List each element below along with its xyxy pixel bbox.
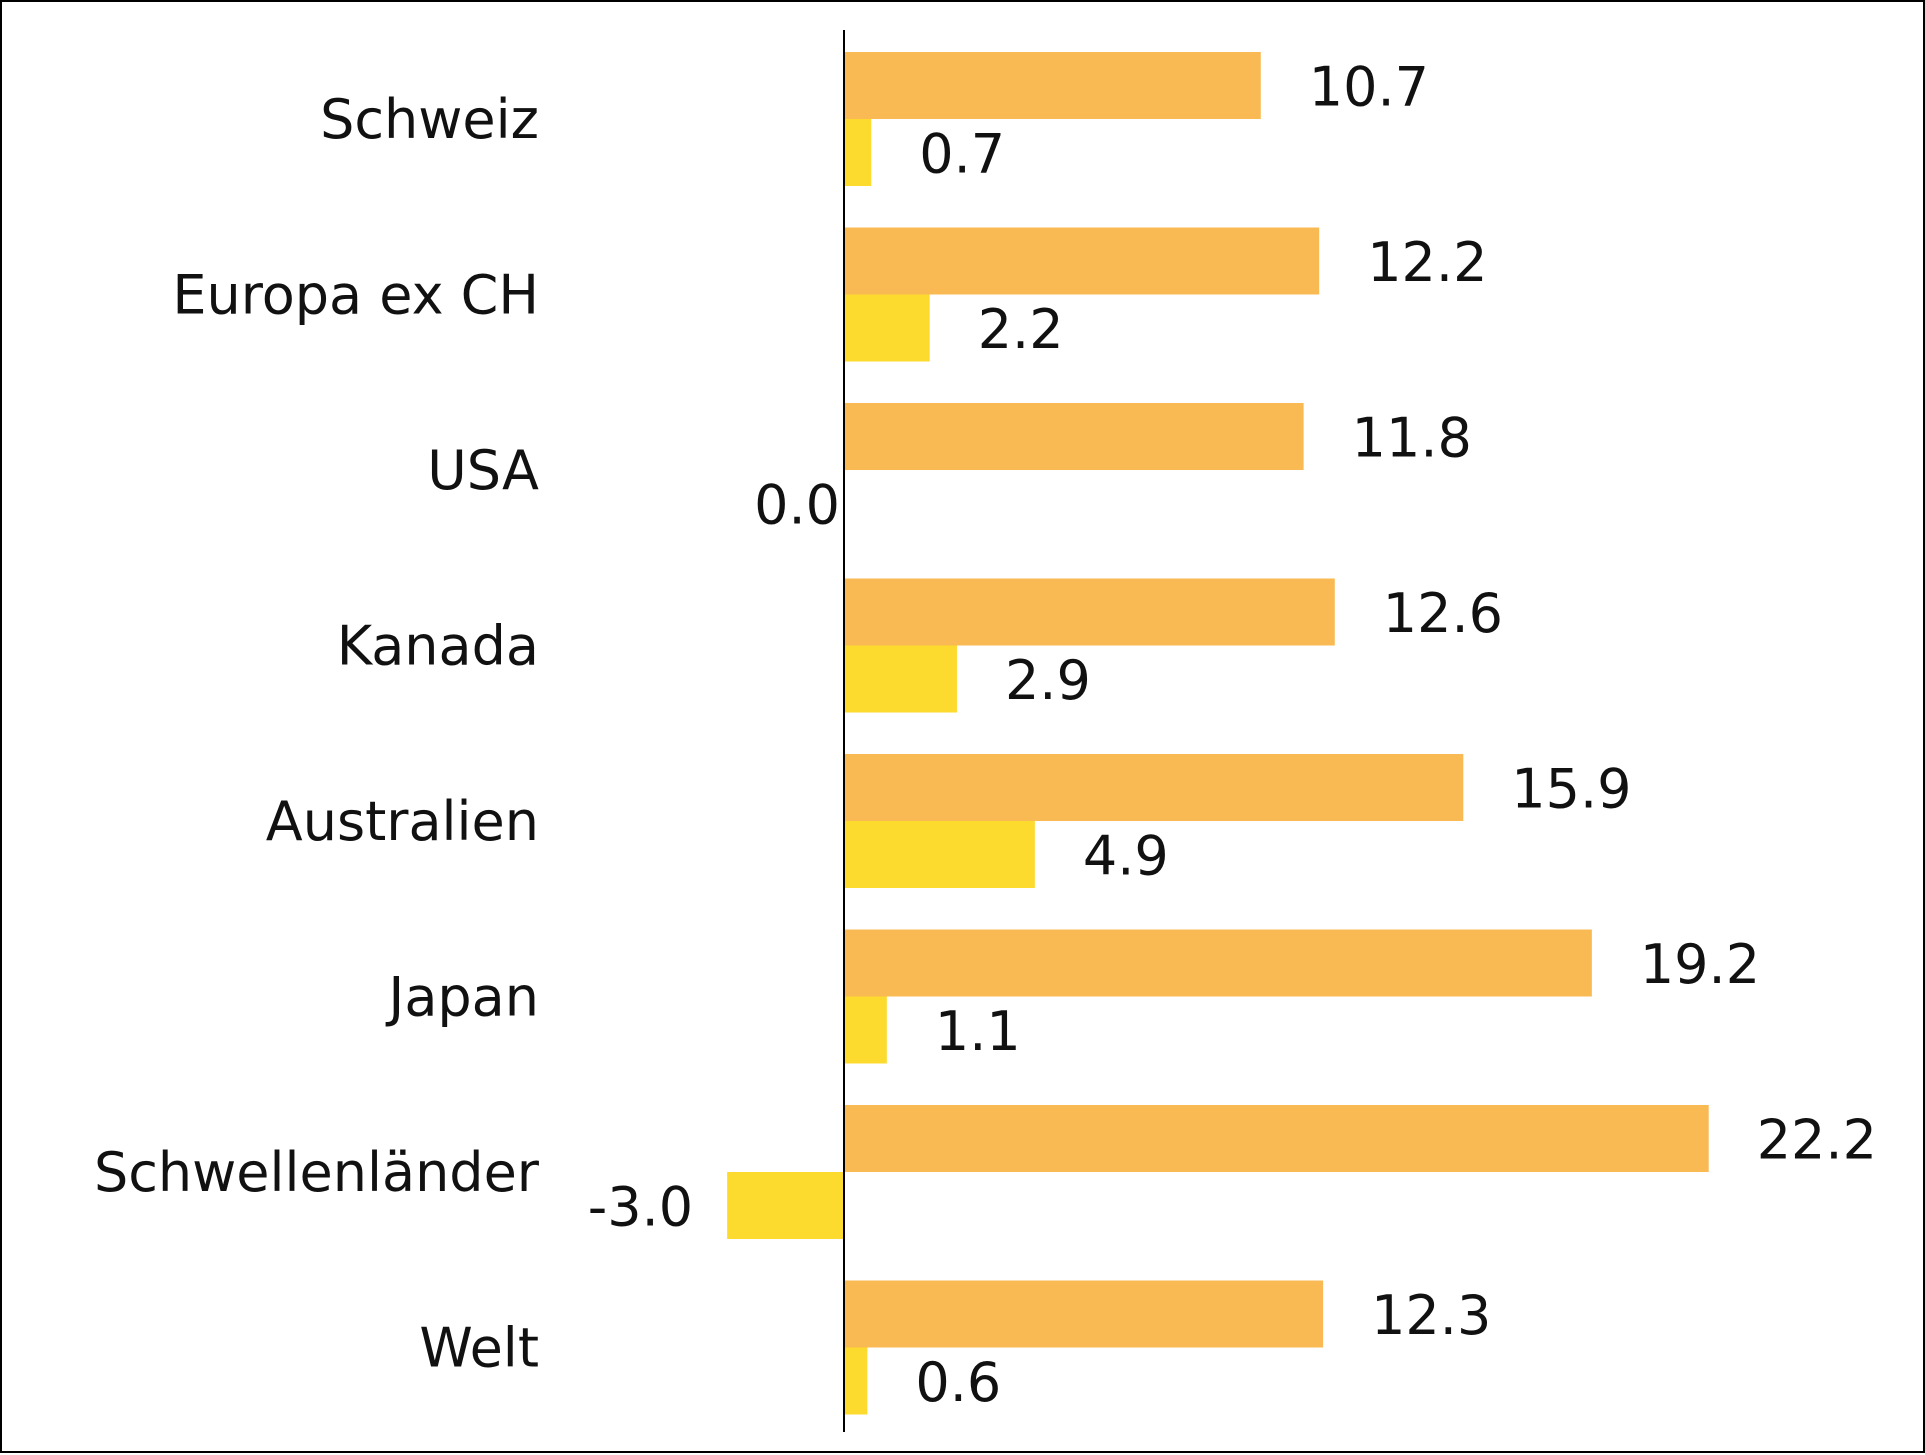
category-label: Kanada	[337, 615, 539, 678]
value-label: 12.6	[1383, 582, 1503, 645]
category-label: Europa ex CH	[172, 264, 539, 327]
value-label: 11.8	[1352, 407, 1472, 470]
value-label: 2.9	[1005, 649, 1091, 712]
category-label: USA	[427, 439, 539, 502]
bar-series-1	[844, 403, 1304, 470]
bar-series-2	[844, 1347, 868, 1415]
bars-layer	[727, 52, 1709, 1415]
value-label: 1.1	[935, 1000, 1021, 1063]
value-label: -3.0	[588, 1176, 693, 1239]
category-label: Australien	[266, 790, 539, 853]
category-label: Welt	[419, 1317, 539, 1380]
value-label: 2.2	[978, 298, 1064, 361]
value-label: 4.9	[1083, 825, 1169, 888]
bar-series-1	[844, 929, 1592, 997]
value-label: 0.6	[915, 1351, 1001, 1414]
value-label: 0.7	[919, 123, 1005, 186]
bar-series-2	[844, 645, 957, 713]
bar-series-1	[844, 227, 1320, 295]
bar-series-2	[844, 821, 1035, 888]
category-label: Japan	[385, 966, 539, 1029]
value-label: 10.7	[1309, 56, 1429, 119]
category-label: Schweiz	[320, 88, 539, 151]
bar-series-2	[727, 1172, 844, 1239]
value-label: 19.2	[1640, 933, 1760, 996]
value-label: 0.0	[754, 474, 840, 537]
bar-series-1	[844, 1280, 1324, 1348]
bar-series-1	[844, 754, 1464, 821]
bar-series-2	[844, 119, 872, 186]
value-label: 12.3	[1371, 1284, 1491, 1347]
bar-series-1	[844, 1105, 1709, 1172]
labels-layer: Schweiz 10.7 0.7 Europa ex CH 12.2 2.2 USA 11.8…	[94, 56, 1877, 1415]
value-label: 12.2	[1367, 231, 1487, 294]
category-label: Schwellenländer	[94, 1141, 540, 1204]
bar-series-2	[844, 996, 887, 1064]
value-label: 22.2	[1757, 1109, 1877, 1172]
value-label: 15.9	[1511, 758, 1631, 821]
bar-series-2	[844, 294, 930, 362]
bar-series-1	[844, 578, 1335, 646]
bar-series-1	[844, 52, 1261, 119]
